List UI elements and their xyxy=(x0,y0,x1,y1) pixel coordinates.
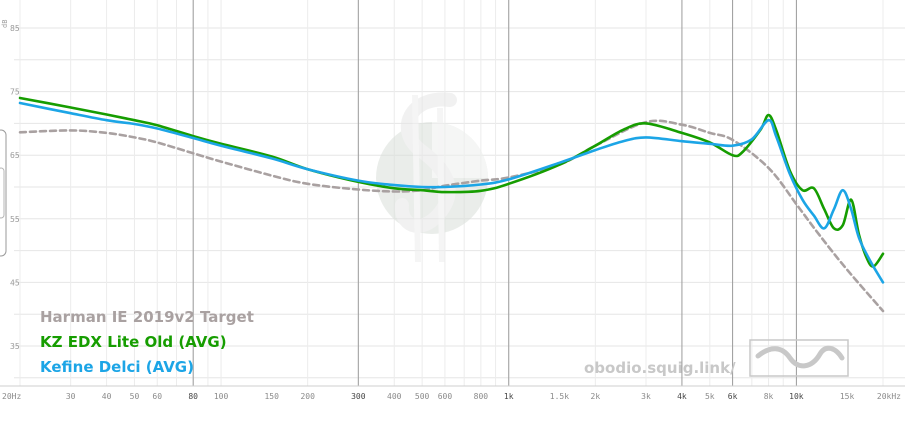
y-tick-label: 85 xyxy=(10,24,20,33)
squiglink-logo-icon xyxy=(749,339,849,377)
x-tick-label: 30 xyxy=(66,392,76,401)
x-tick-label: 20Hz xyxy=(2,392,21,401)
series-lines xyxy=(18,96,885,313)
legend-entry-harman-target: Harman IE 2019v2 Target xyxy=(40,308,254,326)
x-tick-label: 50 xyxy=(130,392,140,401)
x-tick-label: 400 xyxy=(387,392,402,401)
x-tick-label: 300 xyxy=(351,392,366,401)
x-tick-label: 600 xyxy=(438,392,453,401)
x-tick-label: 150 xyxy=(264,392,279,401)
x-tick-label: 10k xyxy=(789,392,804,401)
y-tick-label: 55 xyxy=(10,215,20,224)
y-tick-label: 35 xyxy=(10,342,20,351)
y-tick-label: 45 xyxy=(10,278,20,287)
y-tick-label: 75 xyxy=(10,88,20,97)
x-tick-label: 5k xyxy=(705,392,715,401)
logo-watermark xyxy=(376,92,488,263)
x-tick-label: 100 xyxy=(214,392,229,401)
legend: Harman IE 2019v2 Target KZ EDX Lite Old … xyxy=(40,308,254,376)
x-tick-label: 200 xyxy=(300,392,315,401)
x-tick-label: 1k xyxy=(504,392,514,401)
x-tick-label: 80 xyxy=(188,392,198,401)
x-tick-label: 20kHz xyxy=(877,392,901,401)
x-tick-label: 40 xyxy=(102,392,112,401)
y-tick-label: 65 xyxy=(10,151,20,160)
x-tick-label: 15k xyxy=(840,392,855,401)
x-tick-label: 2k xyxy=(591,392,601,401)
y-axis-unit-label: dB xyxy=(1,20,9,28)
x-axis: 20Hz 30 40 50 60 80 100 150 200 300 400 500 600 800 1k… xyxy=(0,385,905,401)
x-tick-label: 3k xyxy=(641,392,651,401)
x-tick-label: 8k xyxy=(764,392,774,401)
kefine-delci-line xyxy=(18,101,885,284)
x-tick-label: 4k xyxy=(677,392,687,401)
x-tick-label: 6k xyxy=(728,392,738,401)
grid-lines xyxy=(14,0,905,386)
harman-target-line xyxy=(18,119,885,313)
left-scroll-handle[interactable] xyxy=(0,129,7,257)
kz-edx-lite-line xyxy=(18,96,885,268)
x-tick-label: 500 xyxy=(415,392,430,401)
legend-entry-kz-edx-lite: KZ EDX Lite Old (AVG) xyxy=(40,333,227,351)
legend-entry-kefine-delci: Kefine Delci (AVG) xyxy=(40,358,194,376)
site-watermark-text: obodio.squig.link/ xyxy=(584,359,736,377)
x-tick-label: 1.5k xyxy=(550,392,569,401)
x-tick-label: 800 xyxy=(474,392,489,401)
x-tick-label: 60 xyxy=(152,392,162,401)
